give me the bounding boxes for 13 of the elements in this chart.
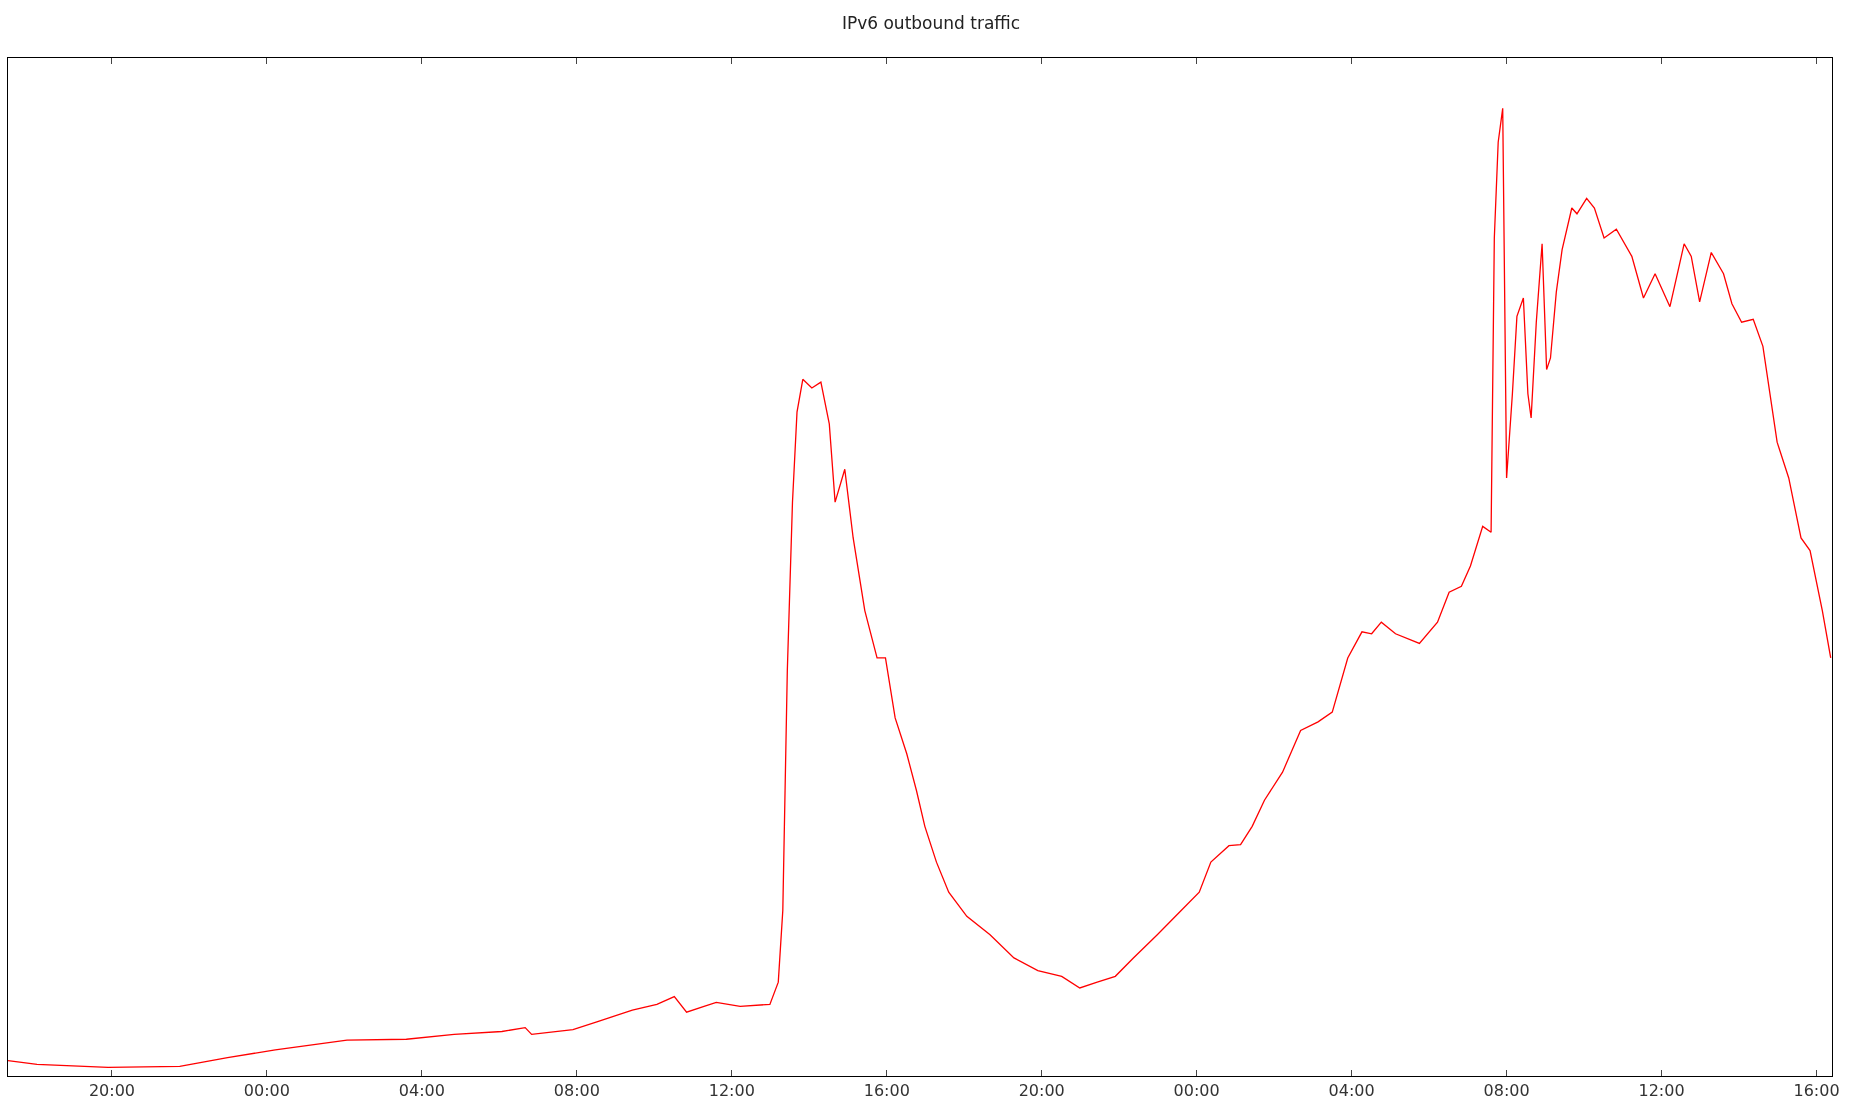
x-tick-label: 12:00 <box>708 1081 755 1101</box>
x-tick-label: 20:00 <box>88 1081 135 1101</box>
x-tick-label: 12:00 <box>1638 1081 1685 1101</box>
x-tick-label: 00:00 <box>1173 1081 1220 1101</box>
x-tick-label: 08:00 <box>553 1081 600 1101</box>
x-tick-label: 16:00 <box>863 1081 910 1101</box>
x-tick-label: 20:00 <box>1018 1081 1065 1101</box>
x-tick-label: 08:00 <box>1483 1081 1530 1101</box>
x-tick-label: 16:00 <box>1793 1081 1840 1101</box>
chart-title: IPv6 outbound traffic <box>841 12 1021 33</box>
x-tick-label: 04:00 <box>398 1081 445 1101</box>
x-tick-label: 04:00 <box>1328 1081 1375 1101</box>
x-tick-label: 00:00 <box>243 1081 290 1101</box>
